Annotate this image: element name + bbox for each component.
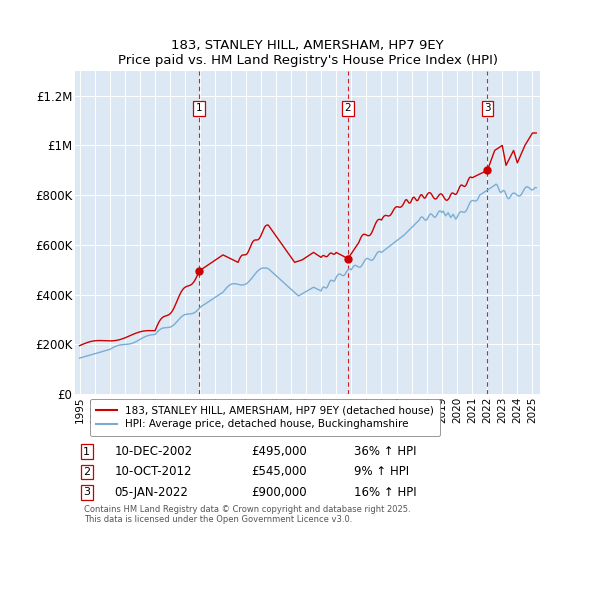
Text: £495,000: £495,000 [252, 445, 307, 458]
Title: 183, STANLEY HILL, AMERSHAM, HP7 9EY
Price paid vs. HM Land Registry's House Pri: 183, STANLEY HILL, AMERSHAM, HP7 9EY Pri… [118, 39, 497, 67]
Text: 3: 3 [484, 103, 491, 113]
Text: 36% ↑ HPI: 36% ↑ HPI [354, 445, 416, 458]
Text: 2: 2 [83, 467, 90, 477]
Text: 16% ↑ HPI: 16% ↑ HPI [354, 486, 416, 499]
Text: 1: 1 [83, 447, 90, 457]
Text: £545,000: £545,000 [252, 466, 307, 478]
Text: £900,000: £900,000 [252, 486, 307, 499]
Text: 1: 1 [196, 103, 202, 113]
Text: 05-JAN-2022: 05-JAN-2022 [115, 486, 188, 499]
Text: 10-OCT-2012: 10-OCT-2012 [115, 466, 192, 478]
Text: Contains HM Land Registry data © Crown copyright and database right 2025.
This d: Contains HM Land Registry data © Crown c… [84, 504, 411, 524]
Text: 3: 3 [83, 487, 90, 497]
Text: 2: 2 [344, 103, 351, 113]
Text: 10-DEC-2002: 10-DEC-2002 [115, 445, 193, 458]
Legend: 183, STANLEY HILL, AMERSHAM, HP7 9EY (detached house), HPI: Average price, detac: 183, STANLEY HILL, AMERSHAM, HP7 9EY (de… [89, 399, 440, 435]
Text: 9% ↑ HPI: 9% ↑ HPI [354, 466, 409, 478]
